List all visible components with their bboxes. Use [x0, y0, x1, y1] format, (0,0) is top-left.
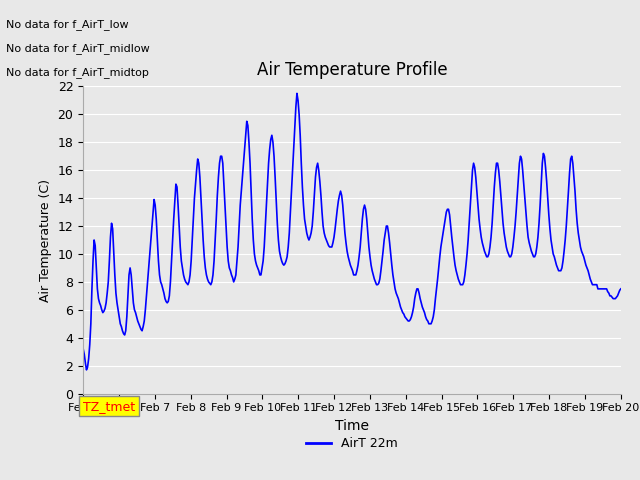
Title: Air Temperature Profile: Air Temperature Profile — [257, 61, 447, 79]
Y-axis label: Air Temperature (C): Air Temperature (C) — [39, 179, 52, 301]
Text: No data for f_AirT_low: No data for f_AirT_low — [6, 19, 129, 30]
Text: No data for f_AirT_midlow: No data for f_AirT_midlow — [6, 43, 150, 54]
Text: TZ_tmet: TZ_tmet — [83, 400, 135, 413]
Legend: AirT 22m: AirT 22m — [301, 432, 403, 455]
X-axis label: Time: Time — [335, 419, 369, 433]
Text: No data for f_AirT_midtop: No data for f_AirT_midtop — [6, 67, 149, 78]
